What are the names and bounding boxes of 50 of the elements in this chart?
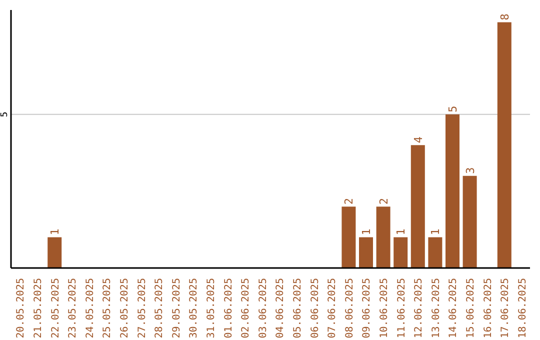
x-tick-label: 28.05.2025: [154, 278, 166, 338]
x-tick-label: 05.06.2025: [292, 278, 304, 338]
x-tick-label: 09.06.2025: [362, 278, 373, 338]
x-tick-label: 18.06.2025: [517, 278, 528, 338]
x-tick-label: 17.06.2025: [500, 278, 512, 338]
bar: [446, 114, 460, 268]
data-label: 8: [498, 14, 512, 20]
bar: [48, 237, 62, 268]
data-label: 5: [446, 106, 460, 112]
x-tick-label: 25.05.2025: [102, 278, 114, 338]
data-label: 1: [429, 228, 442, 236]
data-label: 3: [464, 167, 477, 174]
data-label: 4: [412, 136, 425, 144]
x-tick-label: 27.05.2025: [136, 278, 148, 338]
x-tick-label: 04.06.2025: [275, 278, 286, 338]
x-tick-label: 15.06.2025: [465, 278, 476, 338]
x-tick-label: 23.05.2025: [68, 278, 79, 338]
x-tick-label: 14.06.2025: [448, 278, 460, 338]
x-tick-label: 22.05.2025: [50, 278, 62, 338]
x-tick-label: 07.06.2025: [327, 278, 338, 338]
x-tick-label: 02.06.2025: [240, 278, 252, 338]
x-tick-label: 26.05.2025: [119, 278, 130, 338]
bar: [394, 237, 408, 268]
bar: [376, 206, 390, 268]
x-tick-label: 29.05.2025: [171, 278, 182, 338]
data-label: 2: [377, 198, 390, 205]
x-tick-label: 20.05.2025: [16, 278, 27, 338]
bar: [428, 237, 442, 268]
bar: [342, 206, 356, 268]
x-tick-label: 10.06.2025: [378, 278, 390, 338]
data-label: 1: [394, 228, 408, 236]
bar: [462, 176, 477, 268]
x-tick-label: 06.06.2025: [310, 278, 321, 338]
x-tick-label: 12.06.2025: [414, 278, 425, 338]
bar: [497, 22, 512, 268]
x-tick-label: 03.06.2025: [258, 278, 269, 338]
x-tick-label: 11.06.2025: [396, 278, 408, 338]
x-tick-label: 31.05.2025: [206, 278, 217, 338]
data-label: 1: [360, 228, 373, 236]
x-tick-label: 16.06.2025: [482, 278, 494, 338]
x-tick-label: 13.06.2025: [430, 278, 442, 338]
x-tick-label: 01.06.2025: [223, 278, 234, 338]
bar: [410, 145, 425, 268]
x-tick-label: 24.05.2025: [84, 278, 96, 338]
data-label: 2: [342, 198, 356, 205]
x-tick-label: 08.06.2025: [344, 278, 356, 338]
data-label: 1: [48, 228, 62, 236]
x-tick-label: 30.05.2025: [188, 278, 200, 338]
bar: [359, 237, 373, 268]
x-tick-label: 21.05.2025: [32, 278, 44, 338]
